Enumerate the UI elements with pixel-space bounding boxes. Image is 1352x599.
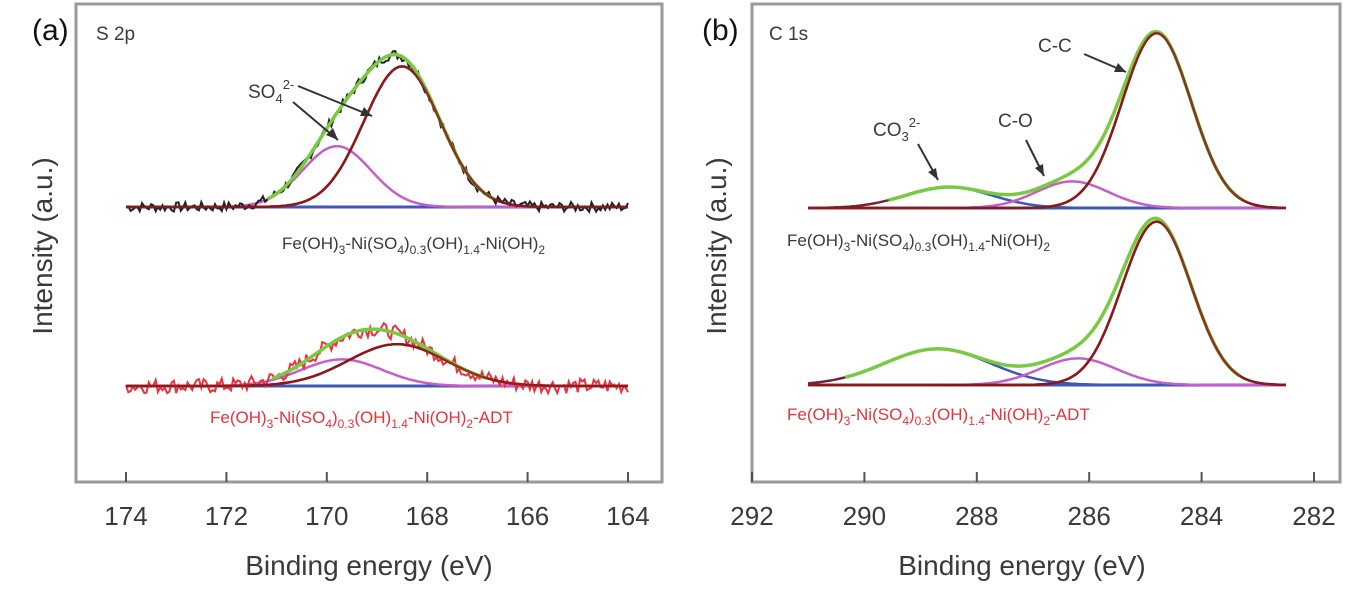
label-text: -Ni(OH): [985, 405, 1044, 424]
label-subscript: 0.3: [338, 417, 355, 431]
label-subscript: 0.3: [410, 243, 427, 257]
label-text: -Ni(SO: [273, 408, 325, 427]
label-text: Fe(OH): [787, 231, 844, 250]
x-tick-label: 284: [1180, 501, 1223, 531]
annotation-co-text: C-O: [998, 111, 1033, 132]
label-text: -Ni(OH): [408, 408, 467, 427]
label-subscript: 1.4: [463, 243, 480, 257]
ann-co3-base: CO: [873, 120, 902, 141]
x-tick-label: 282: [1292, 501, 1335, 531]
panel-b-c1s: 292 290 288 286 284 282 (b) C 1s Intensity (a…: [701, 4, 1340, 581]
core-level-label-a: S 2p: [96, 24, 135, 45]
label-subscript: 2: [538, 243, 545, 257]
x-tick-label: 168: [406, 501, 449, 531]
xps-figure: 174 172 170 168 166 164 (a) S 2p Intensity (a…: [0, 0, 1352, 599]
x-axis-label-b: Binding energy (eV): [898, 550, 1145, 581]
label-text: -ADT: [1050, 405, 1090, 424]
x-axis-label-a: Binding energy (eV): [245, 550, 492, 581]
label-subscript: 0.3: [915, 240, 932, 254]
x-tick-label: 170: [305, 501, 348, 531]
label-text: -Ni(OH): [985, 231, 1044, 250]
x-tick-label: 288: [955, 501, 998, 531]
label-text: (OH): [354, 408, 391, 427]
label-text: -Ni(SO: [850, 231, 902, 250]
label-text: (OH): [931, 231, 968, 250]
ann-co3-sup: 2-: [909, 115, 921, 130]
label-subscript: 1.4: [391, 417, 408, 431]
label-text: (OH): [931, 405, 968, 424]
ann-co3-sub: 3: [902, 129, 909, 144]
label-text: Fe(OH): [282, 234, 339, 253]
x-tick-label: 172: [205, 501, 248, 531]
y-axis-label-a: Intensity (a.u.): [27, 157, 58, 334]
label-subscript: 1.4: [968, 240, 985, 254]
label-subscript: 0.3: [915, 414, 932, 428]
label-subscript: 2: [1043, 240, 1050, 254]
label-text: -ADT: [473, 408, 513, 427]
panel-letter-b: (b): [702, 14, 739, 47]
label-text: (OH): [426, 234, 463, 253]
ann-so4-sub: 4: [275, 91, 282, 106]
panel-a-s2p: 174 172 170 168 166 164 (a) S 2p Intensity (a…: [27, 4, 662, 581]
label-text: -Ni(OH): [480, 234, 539, 253]
x-tick-label: 292: [730, 501, 773, 531]
label-text: Fe(OH): [787, 405, 844, 424]
x-tick-label: 290: [843, 501, 886, 531]
label-text: -Ni(SO: [850, 405, 902, 424]
ann-so4-base: SO: [248, 82, 275, 103]
x-tick-label: 166: [506, 501, 549, 531]
x-tick-label: 286: [1068, 501, 1111, 531]
x-tick-label: 164: [606, 501, 649, 531]
y-axis-label-b: Intensity (a.u.): [701, 157, 732, 334]
label-subscript: 1.4: [968, 414, 985, 428]
ann-so4-sup: 2-: [283, 77, 295, 92]
x-tick-label: 174: [104, 501, 147, 531]
annotation-cc-text: C-C: [1038, 36, 1072, 57]
label-text: Fe(OH): [210, 408, 267, 427]
core-level-label-b: C 1s: [769, 24, 808, 45]
panel-letter-a: (a): [32, 14, 69, 47]
label-text: -Ni(SO: [345, 234, 397, 253]
